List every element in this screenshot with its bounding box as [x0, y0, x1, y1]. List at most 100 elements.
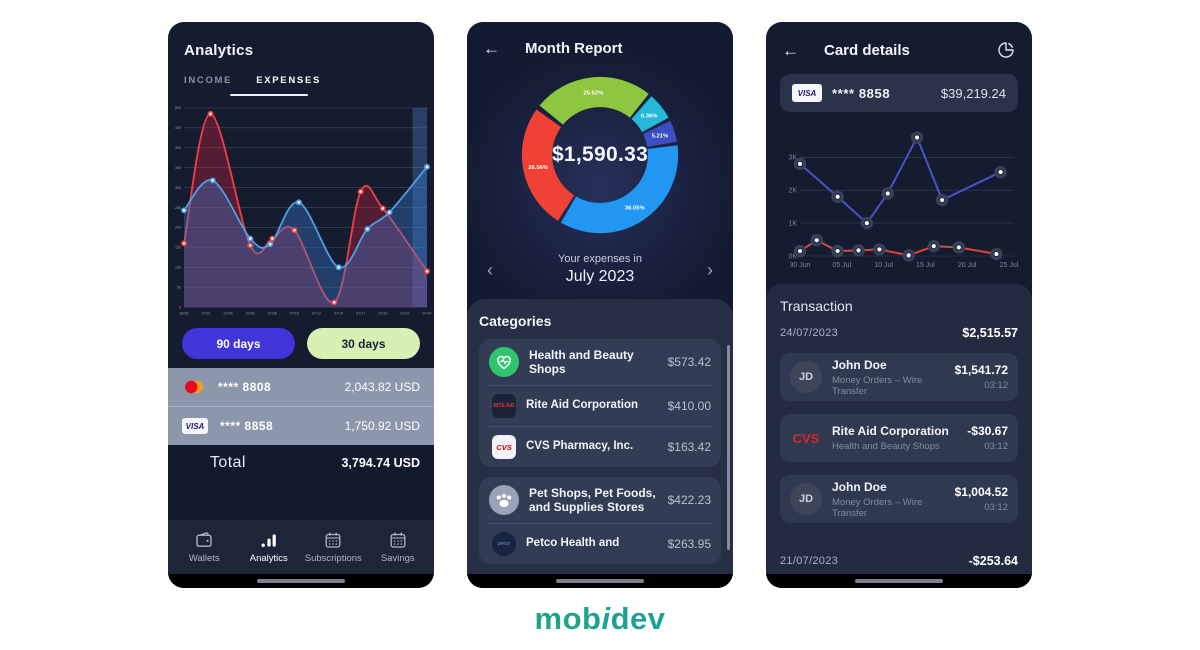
svg-text:25.52%: 25.52%: [583, 90, 604, 96]
svg-text:400: 400: [175, 146, 181, 150]
total-amount: 3,794.74 USD: [341, 456, 420, 470]
transaction-amount: -$30.67: [967, 424, 1008, 438]
category-row[interactable]: Pet Shops, Pet Foods, and Supplies Store…: [489, 477, 711, 523]
bottom-navigation: Wallets Analytics: [168, 520, 434, 574]
card-number: **** 8808: [218, 380, 272, 394]
transaction-title: Transaction: [780, 298, 853, 314]
range-30-days-button[interactable]: 30 days: [307, 328, 420, 359]
back-arrow-icon[interactable]: ←: [483, 39, 500, 58]
avatar: JD: [790, 361, 822, 393]
date-label: 24/07/2023: [780, 327, 839, 339]
nav-label: Analytics: [249, 553, 288, 564]
category-row[interactable]: Health and Beauty Shops $573.42: [489, 339, 711, 385]
svg-text:200: 200: [175, 226, 181, 230]
income-expenses-tabs: INCOME EXPENSES: [184, 75, 418, 86]
svg-text:15 Jul: 15 Jul: [916, 262, 935, 269]
nav-item-subscriptions[interactable]: Subscriptions: [302, 530, 364, 564]
transaction-category: Health and Beauty Shops: [832, 441, 940, 452]
svg-text:07/10: 07/10: [290, 312, 299, 316]
nav-item-analytics[interactable]: Analytics: [238, 530, 300, 564]
system-bar: [467, 574, 733, 588]
back-arrow-icon[interactable]: ←: [782, 40, 799, 60]
transaction-row[interactable]: JD John Doe Money Orders – Wire Transfer…: [780, 475, 1018, 523]
range-90-days-button[interactable]: 90 days: [182, 328, 295, 359]
home-indicator[interactable]: [855, 579, 943, 583]
spacer: [168, 481, 434, 520]
page-title: Month Report: [525, 40, 623, 57]
card-number: **** 8858: [832, 85, 891, 101]
scrollbar[interactable]: [727, 345, 730, 550]
categories-title: Categories: [479, 313, 552, 329]
header: ← Card details: [782, 40, 1016, 60]
merchant-row[interactable]: petco Petco Health and $263.95: [489, 523, 711, 564]
svg-text:50: 50: [177, 285, 181, 289]
calendar-icon: [325, 532, 341, 548]
svg-text:07/01: 07/01: [202, 312, 211, 316]
svg-text:2K: 2K: [788, 188, 797, 195]
card-row-mastercard[interactable]: **** 8808 2,043.82 USD: [168, 368, 434, 406]
transaction-row[interactable]: CVS Rite Aid Corporation Health and Beau…: [780, 414, 1018, 462]
transaction-amount: $1,004.52: [954, 485, 1008, 499]
svg-text:05 Jul: 05 Jul: [832, 262, 851, 269]
visa-icon: VISA: [182, 418, 208, 434]
category-group-pet-shops: Pet Shops, Pet Foods, and Supplies Store…: [479, 477, 721, 564]
svg-text:6.36%: 6.36%: [641, 114, 658, 120]
period-prefix: Your expenses in: [558, 253, 642, 265]
paw-icon: [489, 485, 519, 515]
merchant-row[interactable]: CVS CVS Pharmacy, Inc. $163.42: [489, 426, 711, 467]
svg-text:07/14: 07/14: [334, 312, 343, 316]
card-chart: 0K 1K 2K 3K 30 Jun 05 Jul 10 Jul 15 Jul 20 Jul 25…: [776, 116, 1022, 274]
svg-text:07/17: 07/17: [356, 312, 365, 316]
wallet-icon: [196, 532, 212, 547]
svg-text:350: 350: [175, 166, 181, 170]
home-indicator[interactable]: [257, 579, 345, 583]
transaction-row[interactable]: JD John Doe Money Orders – Wire Transfer…: [780, 353, 1018, 401]
petco-logo: petco: [492, 532, 516, 556]
categories-panel: Categories Health and Beauty Shops $573.…: [467, 299, 733, 588]
svg-text:30 Jun: 30 Jun: [789, 262, 810, 269]
category-amount: $573.42: [667, 355, 711, 369]
pie-chart-icon[interactable]: [996, 40, 1016, 60]
svg-text:450: 450: [175, 126, 181, 130]
nav-item-savings[interactable]: Savings: [367, 530, 429, 564]
svg-text:26.56%: 26.56%: [528, 165, 549, 171]
brand-part-italic: i: [601, 601, 611, 636]
svg-text:0: 0: [179, 305, 181, 309]
chevron-right-icon[interactable]: ›: [707, 259, 713, 280]
chevron-left-icon[interactable]: ‹: [487, 259, 493, 280]
svg-text:0K: 0K: [788, 253, 797, 260]
svg-text:07/24: 07/24: [422, 312, 431, 316]
period-selector: ‹ Your expenses in July 2023 ›: [483, 253, 717, 286]
avatar: JD: [790, 483, 822, 515]
transaction-time: 03:12: [984, 380, 1008, 391]
home-indicator[interactable]: [556, 579, 644, 583]
card-row-visa[interactable]: VISA **** 8858 1,750.92 USD: [168, 406, 434, 445]
card-balance: $39,219.24: [940, 85, 1006, 101]
nav-item-wallets[interactable]: Wallets: [173, 530, 235, 564]
svg-text:07/12: 07/12: [312, 312, 321, 316]
svg-text:06/26: 06/26: [179, 312, 188, 316]
nav-label: Wallets: [188, 553, 220, 564]
svg-text:300: 300: [175, 186, 181, 190]
period-value: July 2023: [565, 268, 635, 285]
card-summary-chip[interactable]: VISA **** 8858 $39,219.24: [780, 74, 1018, 112]
date-group-header: 21/07/2023 -$253.64: [780, 554, 1018, 568]
analytics-icon: [261, 534, 276, 547]
page-title: Analytics: [184, 42, 254, 59]
nav-label: Savings: [380, 553, 415, 564]
range-buttons: 90 days 30 days: [182, 328, 420, 359]
tab-income[interactable]: INCOME: [184, 75, 233, 86]
svg-text:07/04: 07/04: [224, 312, 233, 316]
transaction-category: Money Orders – Wire Transfer: [832, 496, 923, 519]
nav-label: Subscriptions: [304, 553, 362, 564]
merchant-amount: $263.95: [667, 537, 711, 551]
svg-text:10 Jul: 10 Jul: [874, 262, 893, 269]
merchant-row[interactable]: RITE AID Rite Aid Corporation $410.00: [489, 385, 711, 426]
cvs-logo: CVS: [492, 435, 516, 459]
svg-text:5.21%: 5.21%: [652, 134, 669, 140]
transaction-name: John Doe: [832, 479, 887, 494]
tab-expenses[interactable]: EXPENSES: [256, 75, 322, 86]
svg-text:150: 150: [175, 246, 181, 250]
transaction-name: Rite Aid Corporation: [832, 424, 949, 438]
